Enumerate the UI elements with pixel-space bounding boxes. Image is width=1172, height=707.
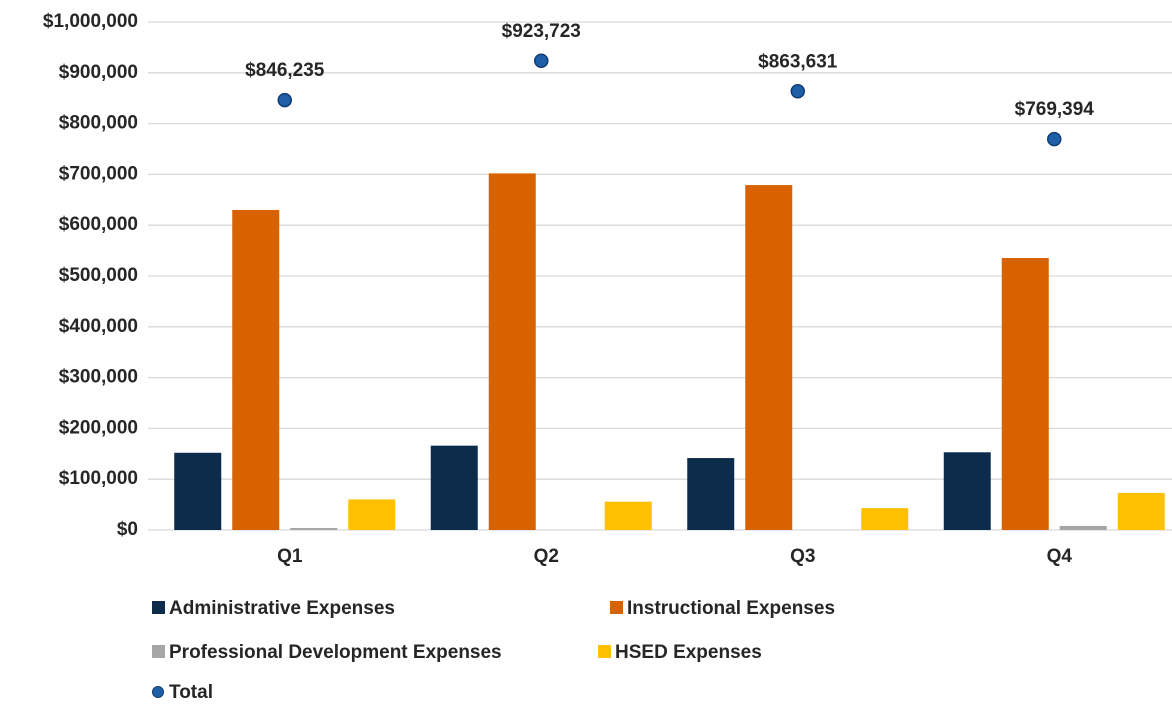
legend-marker [610,601,623,614]
x-tick-label: Q1 [277,546,303,567]
bar [232,209,280,530]
bar [488,173,536,530]
data-label: $863,631 [758,51,838,72]
total-point [790,84,805,99]
legend-label: Professional Development Expenses [169,642,502,663]
total-point [277,92,292,108]
x-tick-label: Q3 [790,546,815,567]
y-tick-label: $100,000 [59,468,138,489]
total-point [534,53,549,68]
legend-marker [598,645,611,658]
y-tick-label: $300,000 [59,367,138,388]
legend-label: Instructional Expenses [627,598,835,619]
bar [174,452,222,530]
y-tick-label: $200,000 [59,417,138,438]
x-tick-label: Q4 [1047,546,1073,567]
bar [1059,525,1107,530]
y-tick-label: $600,000 [59,214,138,235]
legend-marker [152,601,165,614]
data-label: $923,723 [502,21,581,42]
y-tick-label: $1,000,000 [43,11,138,32]
y-tick-label: $0 [117,519,138,540]
bar [604,501,652,530]
y-tick-label: $400,000 [59,316,138,337]
bar [290,527,338,530]
bar [745,185,793,530]
y-tick-label: $800,000 [59,113,138,134]
bar [943,452,991,530]
legend-marker [152,645,165,658]
y-tick-label: $700,000 [59,163,138,184]
bar [861,508,909,530]
total-point [1047,131,1062,147]
bar [348,499,396,530]
legend-label: Administrative Expenses [169,598,395,619]
x-tick-label: Q2 [534,546,559,567]
bar [1117,492,1165,530]
legend-label: Total [169,682,213,703]
legend-label: HSED Expenses [615,642,762,663]
bar [687,458,735,530]
y-tick-label: $500,000 [59,265,138,286]
data-label: $769,394 [1015,99,1095,120]
y-tick-label: $900,000 [59,62,138,83]
legend-marker [152,686,164,698]
bar [1001,258,1049,530]
data-label: $846,235 [245,60,325,81]
bar [430,445,478,530]
